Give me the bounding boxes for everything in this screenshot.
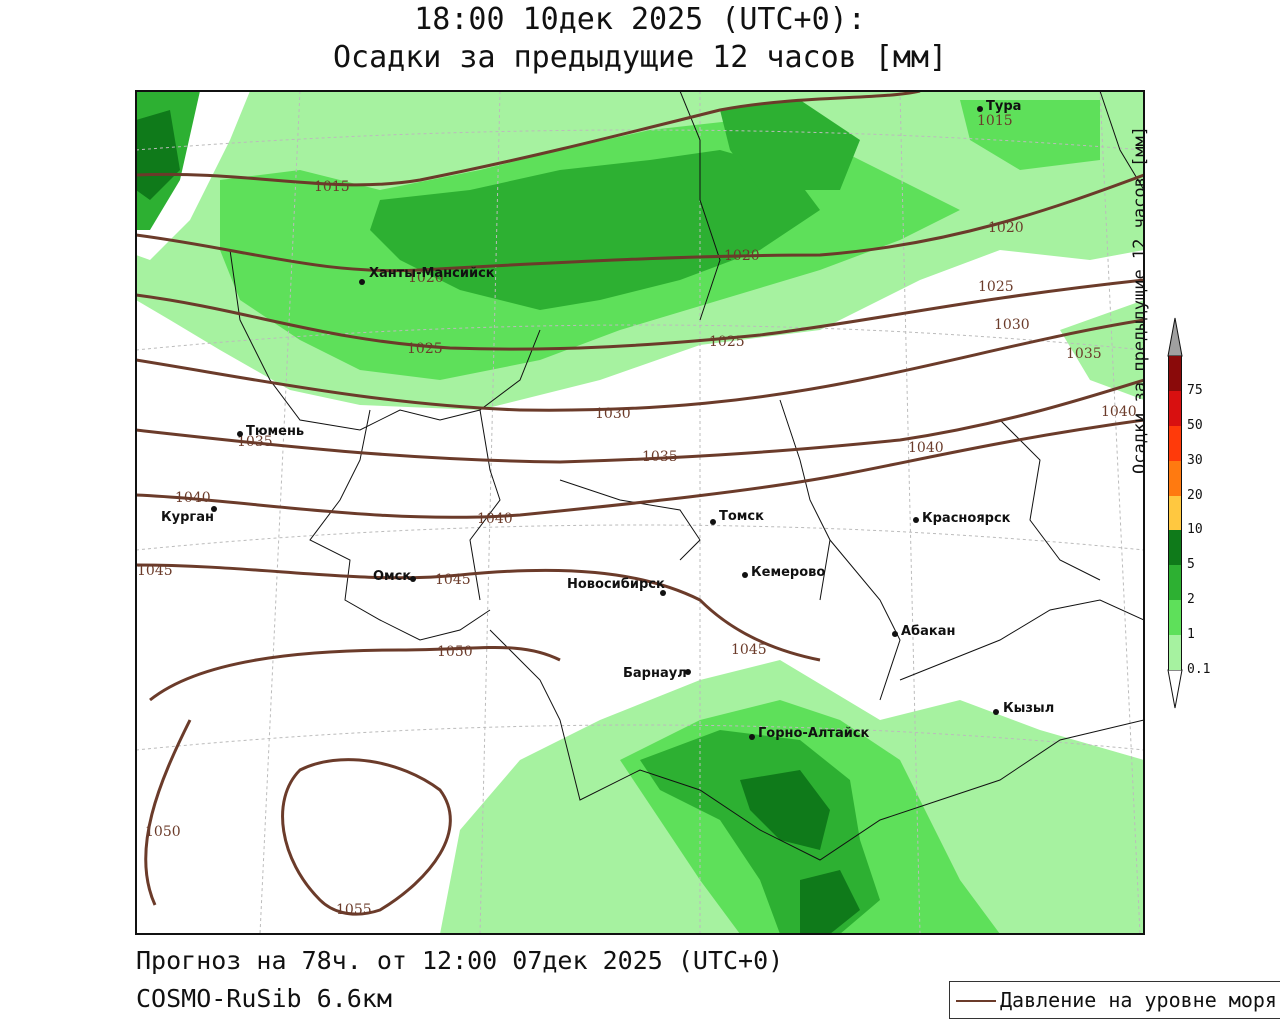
colorbar-segment (1168, 530, 1182, 566)
city-label: Горно-Алтайск (758, 726, 870, 741)
isobar-label-1020: 1020 (724, 248, 760, 264)
colorbar-tick-label: 10 (1187, 522, 1203, 538)
city-khanty-mansiysk: Ханты-Мансийск (359, 266, 495, 285)
colorbar-tick-label: 5 (1187, 557, 1195, 573)
city-gorno-altaysk: Горно-Алтайск (749, 726, 870, 741)
isobar-label-1040: 1040 (477, 511, 513, 527)
map-frame (135, 90, 1145, 935)
isobar-legend: Давление на уровне моря (949, 981, 1280, 1019)
city-markers: Тура Ханты-Мансийск Тюмень Курган Омск Т… (161, 99, 1054, 741)
admin-borders (229, 91, 1144, 861)
isobar-label-1055: 1055 (336, 902, 372, 918)
city-label: Ханты-Мансийск (369, 266, 495, 281)
city-label: Тура (986, 99, 1021, 114)
isobar-label-1015: 1015 (977, 113, 1013, 129)
forecast-info: Прогноз на 78ч. от 12:00 07дек 2025 (UTC… (136, 946, 784, 975)
isobar-label-1045: 1045 (137, 563, 173, 579)
colorbar-segment (1168, 390, 1182, 426)
colorbar-over-arrow (1167, 317, 1183, 357)
isobar-label-1040: 1040 (908, 440, 944, 456)
colorbar-tick-label: 20 (1187, 487, 1203, 503)
isobar-label-1050: 1050 (437, 644, 473, 660)
colorbar-segment (1168, 356, 1182, 391)
isobar-label-1040: 1040 (1101, 404, 1137, 420)
isobar-label-1025: 1025 (978, 279, 1014, 295)
city-novosibirsk: Новосибирск (567, 577, 666, 596)
isobar-label-1040: 1040 (175, 490, 211, 506)
city-label: Красноярск (922, 511, 1011, 526)
isobar-labels: 1015 1015 1020 1020 1020 1025 1025 1025 … (137, 113, 1137, 918)
city-label: Барнаул (623, 666, 687, 681)
city-label: Абакан (901, 624, 956, 639)
colorbar-tick-label: 0.1 (1187, 662, 1211, 677)
isobar-label-1025: 1025 (407, 341, 443, 357)
colorbar-segment (1168, 460, 1182, 496)
isobar-legend-line (956, 1000, 996, 1002)
colorbar-tick-label: 2 (1187, 592, 1195, 608)
city-label: Кызыл (1003, 701, 1054, 716)
isobar-label-1020: 1020 (408, 270, 444, 286)
isobar-label-1035: 1035 (237, 434, 273, 450)
isobar-label-1035: 1035 (1066, 346, 1102, 362)
city-label: Кемерово (751, 565, 825, 580)
isobar-legend-label: Давление на уровне моря (1000, 988, 1277, 1012)
isobar-label-1035: 1035 (642, 449, 678, 465)
colorbar-segment (1168, 565, 1182, 601)
colorbar-title: Осадки за предыдущие 12 часов [мм] (1130, 126, 1150, 474)
colorbar-segment (1168, 495, 1182, 531)
isobar-label-1025: 1025 (709, 334, 745, 350)
isobar-label-1045: 1045 (435, 572, 471, 588)
map-title-time: 18:00 10дек 2025 (UTC+0): (414, 2, 866, 37)
colorbar-under-arrow (1167, 669, 1183, 709)
city-label: Томск (719, 509, 764, 524)
city-label: Новосибирск (567, 577, 665, 592)
model-name: COSMO-RuSib 6.6км (136, 984, 392, 1013)
isobar-label-1045: 1045 (731, 642, 767, 658)
colorbar-tick-label: 30 (1187, 452, 1203, 468)
colorbar-tick-label: 75 (1187, 382, 1203, 398)
colorbar-tick-label: 50 (1187, 417, 1203, 433)
city-tura: Тура (977, 99, 1021, 114)
city-label: Тюмень (246, 424, 304, 439)
city-kyzyl: Кызыл (993, 701, 1054, 716)
isobar-lines (136, 91, 1144, 916)
isobar-label-1050: 1050 (145, 824, 181, 840)
colorbar-tick-label: 1 (1187, 627, 1195, 643)
isobar-label-1030: 1030 (994, 317, 1030, 333)
city-omsk: Омск (373, 569, 416, 584)
isobar-label-1020: 1020 (988, 220, 1024, 236)
colorbar-segment (1168, 635, 1182, 670)
city-label: Курган (161, 510, 214, 525)
isobar-label-1030: 1030 (595, 406, 631, 422)
city-abakan: Абакан (892, 624, 956, 639)
city-tyumen: Тюмень (237, 424, 304, 439)
city-krasnoyarsk: Красноярск (913, 511, 1011, 526)
city-kemerovo: Кемерово (742, 565, 825, 580)
colorbar-segment (1168, 600, 1182, 636)
city-kurgan: Курган (161, 506, 217, 525)
city-label: Омск (373, 569, 411, 584)
city-tomsk: Томск (710, 509, 764, 525)
isobar-label-1015: 1015 (314, 179, 350, 195)
city-barnaul: Барнаул (623, 666, 691, 681)
colorbar-segment (1168, 425, 1182, 461)
map-title-variable: Осадки за предыдущие 12 часов [мм] (332, 40, 948, 75)
